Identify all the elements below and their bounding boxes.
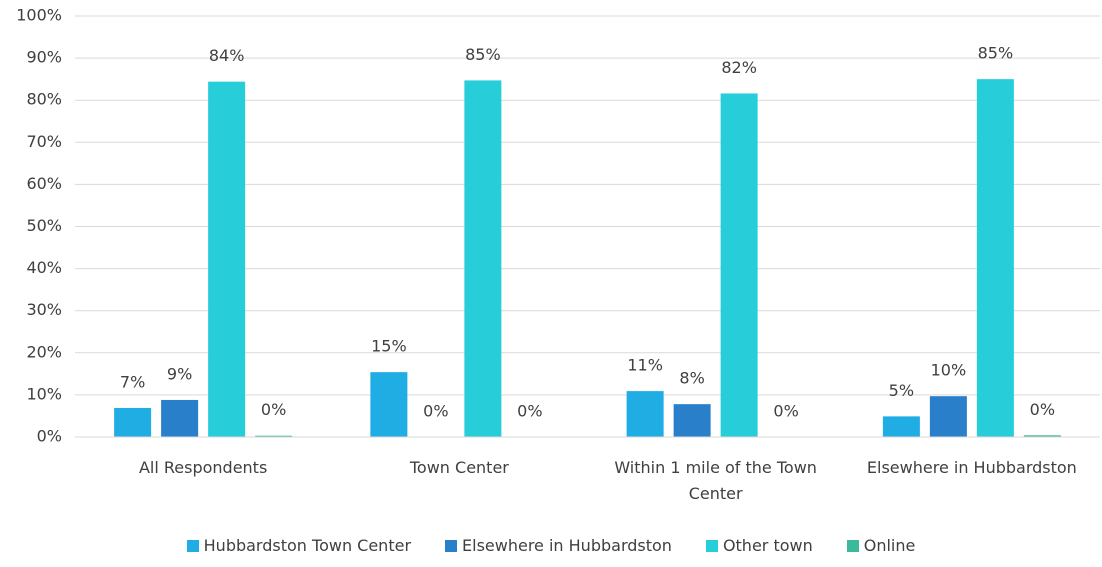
legend-label: Online [863, 536, 916, 555]
x-tick-label: Within 1 mile of the Town Center [614, 458, 817, 503]
bar [626, 391, 664, 437]
bar [673, 404, 711, 437]
y-tick-label: 10% [26, 384, 62, 403]
y-tick-label: 20% [26, 342, 62, 361]
y-tick-label: 40% [26, 258, 62, 277]
bar [161, 399, 199, 437]
legend-item: Other town [705, 536, 813, 555]
bar [255, 435, 293, 437]
data-label: 84% [209, 46, 245, 65]
y-tick-label: 100% [16, 6, 62, 25]
bar [929, 396, 967, 437]
bar [208, 81, 246, 438]
data-label: 5% [889, 381, 914, 400]
legend-swatch [186, 539, 199, 552]
data-label: 82% [721, 58, 757, 77]
legend-label: Hubbardston Town Center [203, 536, 412, 555]
x-tick-label: Elsewhere in Hubbardston [866, 458, 1077, 477]
data-label: 11% [627, 356, 663, 375]
data-label: 0% [517, 402, 542, 421]
x-tick-label: All Respondents [138, 458, 268, 477]
data-label: 15% [371, 337, 407, 356]
data-label: 9% [167, 364, 192, 383]
legend-item: Hubbardston Town Center [186, 536, 412, 555]
data-label: 0% [261, 400, 286, 419]
data-label: 10% [931, 361, 967, 380]
legend-item: Elsewhere in Hubbardston [445, 536, 672, 555]
legend-swatch [846, 539, 859, 552]
legend-item: Online [846, 536, 916, 555]
legend-label: Other town [722, 536, 813, 555]
y-tick-label: 0% [37, 427, 62, 446]
data-label: 0% [1030, 400, 1055, 419]
y-tick-label: 70% [26, 132, 62, 151]
legend: Hubbardston Town Center Elsewhere in Hubb… [0, 536, 1102, 555]
data-label: 85% [465, 45, 501, 64]
data-label: 0% [423, 402, 448, 421]
x-tick-label: Town Center [409, 458, 509, 477]
bar [976, 79, 1014, 438]
legend-swatch [705, 539, 718, 552]
bar [882, 416, 920, 437]
bar [720, 93, 758, 438]
bar [370, 372, 408, 437]
y-tick-label: 50% [26, 216, 62, 235]
bar [114, 407, 152, 437]
y-tick-label: 90% [26, 48, 62, 67]
y-tick-label: 30% [26, 300, 62, 319]
y-tick-label: 80% [26, 90, 62, 109]
legend-swatch [445, 539, 458, 552]
data-label: 0% [773, 402, 798, 421]
data-label: 8% [679, 369, 704, 388]
y-tick-label: 60% [26, 174, 62, 193]
bar [1023, 435, 1061, 437]
bar [464, 80, 502, 438]
data-label: 7% [120, 372, 145, 391]
legend-label: Elsewhere in Hubbardston [462, 536, 672, 555]
data-label: 85% [978, 44, 1014, 63]
